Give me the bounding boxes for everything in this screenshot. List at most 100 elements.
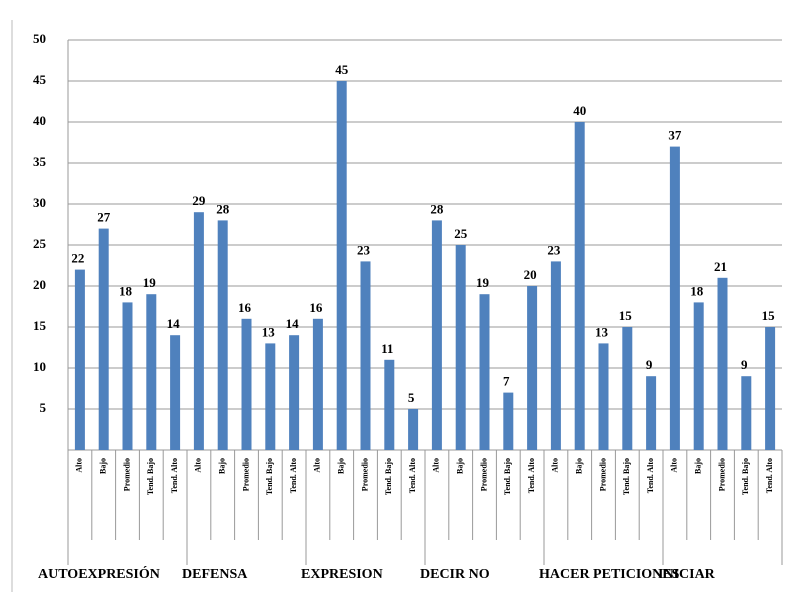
group-label: DECIR NO — [420, 567, 490, 582]
y-tick-label: 45 — [33, 72, 47, 87]
y-tick-label: 25 — [33, 236, 47, 251]
bar — [336, 81, 347, 450]
x-tick-label: Tend. Bajo — [384, 458, 393, 495]
bar — [98, 228, 109, 450]
data-label: 18 — [119, 283, 133, 298]
x-tick-label: Promedio — [122, 458, 131, 491]
x-tick-label: Tend. Bajo — [146, 458, 155, 495]
data-label: 40 — [573, 103, 586, 118]
data-label: 28 — [430, 201, 444, 216]
x-tick-label: Promedio — [241, 458, 250, 491]
group-label: AUTOEXPRESIÓN — [38, 565, 160, 582]
x-tick-label: Tend. Alto — [765, 458, 774, 493]
data-label: 11 — [381, 341, 393, 356]
bar — [265, 343, 276, 450]
y-tick-label: 50 — [33, 31, 46, 46]
data-label: 21 — [714, 259, 727, 274]
bar — [431, 220, 442, 450]
data-label: 19 — [476, 275, 490, 290]
x-tick-label: Tend. Alto — [646, 458, 655, 493]
bar — [193, 212, 204, 450]
x-tick-label: Bajo — [337, 458, 346, 474]
bar — [765, 327, 776, 450]
y-tick-label: 10 — [33, 359, 46, 374]
bar — [574, 122, 585, 450]
bar — [241, 318, 252, 450]
y-tick-label: 15 — [33, 318, 47, 333]
data-label: 22 — [71, 251, 84, 266]
data-label: 16 — [238, 300, 252, 315]
bar — [122, 302, 133, 450]
group-label: EXPRESION — [301, 567, 383, 582]
bar — [360, 261, 371, 450]
y-tick-label: 20 — [33, 277, 46, 292]
bar — [289, 335, 300, 450]
bar — [693, 302, 704, 450]
x-tick-label: Alto — [194, 458, 203, 473]
data-label: 18 — [690, 283, 704, 298]
x-tick-label: Bajo — [456, 458, 465, 474]
bar — [622, 327, 633, 450]
x-tick-label: Alto — [75, 458, 84, 473]
data-label: 9 — [646, 357, 653, 372]
bar — [550, 261, 561, 450]
x-tick-label: Tend. Bajo — [503, 458, 512, 495]
bar — [74, 269, 85, 450]
x-tick-label: Bajo — [218, 458, 227, 474]
data-label: 23 — [357, 242, 371, 257]
bar — [598, 343, 609, 450]
x-tick-label: Bajo — [694, 458, 703, 474]
data-label: 7 — [503, 374, 510, 389]
bar — [646, 376, 657, 450]
data-label: 25 — [454, 226, 468, 241]
group-label: HACER PETICIONES — [539, 567, 680, 582]
bar — [408, 409, 419, 450]
data-label: 29 — [192, 193, 206, 208]
x-tick-label: Tend. Alto — [170, 458, 179, 493]
data-label: 15 — [762, 308, 776, 323]
x-tick-label: Tend. Alto — [408, 458, 417, 493]
data-label: 37 — [668, 128, 682, 143]
x-tick-label: Alto — [551, 458, 560, 473]
data-label: 13 — [595, 324, 609, 339]
x-tick-label: Alto — [432, 458, 441, 473]
x-tick-label: Promedio — [479, 458, 488, 491]
bar — [503, 392, 514, 450]
data-label: 15 — [619, 308, 633, 323]
group-label: INICIAR — [658, 567, 716, 582]
data-label: 13 — [262, 324, 276, 339]
bar — [146, 294, 157, 450]
bar — [455, 245, 466, 450]
y-tick-label: 40 — [33, 113, 46, 128]
x-tick-label: Bajo — [99, 458, 108, 474]
data-label: 45 — [335, 62, 349, 77]
y-tick-label: 5 — [40, 400, 47, 415]
x-tick-label: Promedio — [598, 458, 607, 491]
x-tick-label: Tend. Alto — [289, 458, 298, 493]
data-label: 14 — [167, 316, 181, 331]
bar — [170, 335, 181, 450]
bar — [217, 220, 228, 450]
data-label: 20 — [524, 267, 537, 282]
x-tick-label: Promedio — [717, 458, 726, 491]
data-label: 28 — [216, 201, 230, 216]
data-label: 16 — [309, 300, 323, 315]
y-tick-label: 30 — [33, 195, 46, 210]
bar — [717, 277, 728, 450]
x-tick-label: Promedio — [360, 458, 369, 491]
data-label: 23 — [547, 242, 561, 257]
bar — [669, 146, 680, 450]
group-label: DEFENSA — [182, 567, 248, 582]
bar — [527, 286, 538, 450]
data-label: 27 — [97, 210, 111, 225]
bar — [741, 376, 752, 450]
x-tick-label: Alto — [313, 458, 322, 473]
bar — [384, 359, 395, 450]
data-label: 14 — [286, 316, 300, 331]
data-label: 5 — [408, 390, 415, 405]
x-tick-label: Tend. Bajo — [622, 458, 631, 495]
x-tick-label: Tend. Alto — [527, 458, 536, 493]
x-tick-label: Tend. Bajo — [741, 458, 750, 495]
bar — [312, 318, 323, 450]
